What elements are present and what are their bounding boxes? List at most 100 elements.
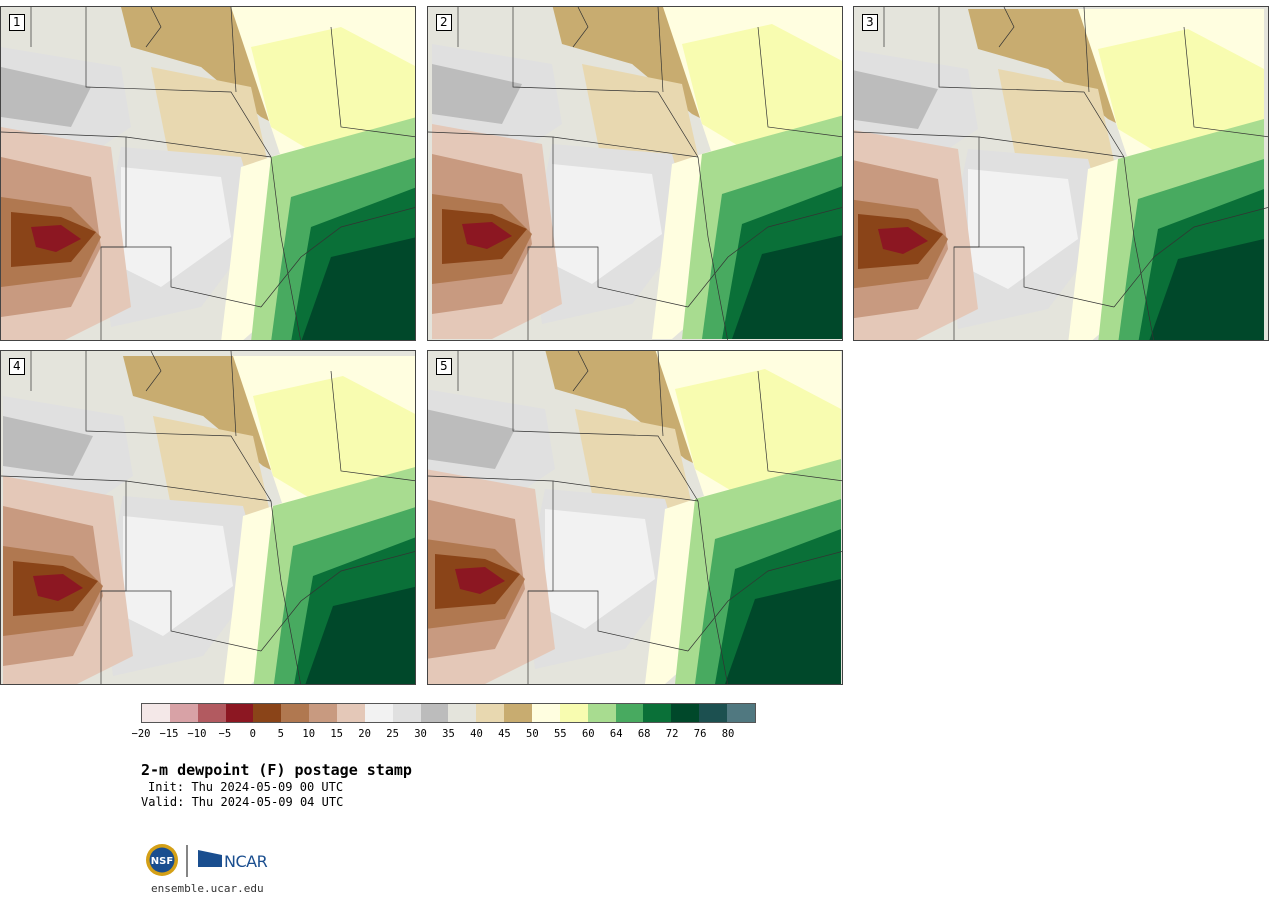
state-border [125, 480, 272, 502]
colorbar-tick: 68 [637, 728, 651, 740]
dewpoint-region [675, 369, 841, 499]
ncar-text: NCAR [224, 852, 268, 871]
colorbar-tick: −20 [131, 728, 151, 740]
state-border [938, 7, 1125, 158]
state-border [757, 370, 842, 482]
state-border [330, 370, 415, 482]
dewpoint-field-map [854, 7, 1268, 340]
dewpoint-region [732, 235, 842, 339]
state-border [552, 136, 699, 158]
state-border [687, 551, 842, 652]
colorbar-swatch-19 [671, 704, 700, 722]
dewpoint-region [1149, 239, 1264, 340]
dewpoint-field-map [428, 351, 842, 684]
dewpoint-region [462, 222, 512, 249]
map-panel-3: 3 [853, 6, 1269, 341]
dewpoint-region [455, 567, 505, 594]
colorbar-swatch-3 [225, 704, 254, 722]
dewpoint-field-map [428, 7, 842, 340]
map-panel-4: 4 [0, 350, 416, 685]
dewpoint-region [301, 237, 415, 340]
colorbar-swatch-15 [559, 704, 588, 722]
dewpoint-region [1098, 29, 1264, 159]
colorbar-swatch-21 [727, 704, 755, 722]
colorbar-tick: 20 [358, 728, 371, 740]
colorbar-tick: 30 [414, 728, 427, 740]
colorbar-tick: 72 [665, 728, 679, 740]
colorbar-swatch-10 [420, 704, 449, 722]
dewpoint-region [878, 227, 928, 254]
state-border [657, 7, 664, 93]
colorbar-swatch-12 [476, 704, 505, 722]
plot-title: 2-m dewpoint (F) postage stamp [141, 761, 412, 779]
state-border [270, 156, 301, 340]
colorbar-swatch-11 [448, 704, 477, 722]
dewpoint-region [33, 574, 83, 601]
state-border [697, 156, 728, 340]
map-panel-5: 5 [427, 350, 843, 685]
state-border [101, 246, 262, 308]
state-border [512, 7, 699, 158]
state-border [85, 351, 272, 502]
dewpoint-region [305, 586, 415, 684]
panel-label-5: 5 [436, 358, 452, 375]
colorbar-swatch-14 [532, 704, 560, 722]
state-border [954, 246, 1115, 308]
colorbar-tick: 5 [277, 728, 284, 740]
state-border [978, 136, 1125, 158]
ncar-wing-icon [198, 850, 222, 867]
dewpoint-field-map [1, 351, 415, 684]
state-border [512, 351, 699, 502]
dewpoint-region [251, 27, 415, 157]
dewpoint-region [725, 579, 841, 684]
colorbar-tick: 35 [442, 728, 455, 740]
state-border [1083, 7, 1090, 93]
dewpoint-region [682, 24, 842, 154]
colorbar-tick: −5 [218, 728, 232, 740]
state-border [330, 26, 415, 138]
dewpoint-region [1, 67, 91, 127]
colorbar-tick: 15 [330, 728, 343, 740]
state-border [270, 500, 301, 684]
state-border [1183, 26, 1268, 138]
state-border [101, 590, 262, 652]
panel-label-2: 2 [436, 14, 452, 31]
panel-label-1: 1 [9, 14, 25, 31]
colorbar-tick: 40 [470, 728, 483, 740]
colorbar-swatch-20 [699, 704, 728, 722]
panel-label-3: 3 [862, 14, 878, 31]
colorbar-swatch-1 [169, 704, 198, 722]
dewpoint-field-map [1, 7, 415, 340]
state-border [528, 246, 689, 308]
colorbar [141, 703, 756, 723]
valid-time: Valid: Thu 2024-05-09 04 UTC [141, 795, 344, 809]
dewpoint-region [121, 167, 231, 287]
state-border [552, 480, 699, 502]
state-border [1123, 156, 1154, 340]
state-border [230, 351, 237, 437]
dewpoint-region [31, 225, 81, 252]
state-border [1113, 207, 1268, 308]
colorbar-tick: 80 [721, 728, 735, 740]
colorbar-swatch-5 [281, 704, 310, 722]
colorbar-tick: 55 [553, 728, 567, 740]
colorbar-swatch-8 [364, 704, 393, 722]
colorbar-tick: 76 [693, 728, 707, 740]
colorbar-tick: 10 [302, 728, 316, 740]
nsf-text: NSF [151, 856, 173, 867]
nsf-seal-globe [149, 847, 175, 873]
colorbar-tick: −15 [159, 728, 179, 740]
colorbar-tick: 50 [526, 728, 539, 740]
state-border [145, 7, 162, 48]
dewpoint-region [854, 70, 938, 129]
dewpoint-region [3, 416, 93, 476]
state-border [657, 351, 664, 437]
colorbar-tick-labels: −20 −15 −10 −5 0 5 10 15 20 25 30 35 40 45 50 55 60 64 68 7… [132, 728, 756, 742]
dewpoint-region [432, 64, 522, 124]
colorbar-swatch-4 [253, 704, 282, 722]
map-panel-2: 2 [427, 6, 843, 341]
colorbar-swatch-16 [587, 704, 616, 722]
dewpoint-region [552, 164, 662, 284]
state-border [85, 7, 272, 158]
state-border [572, 351, 589, 392]
